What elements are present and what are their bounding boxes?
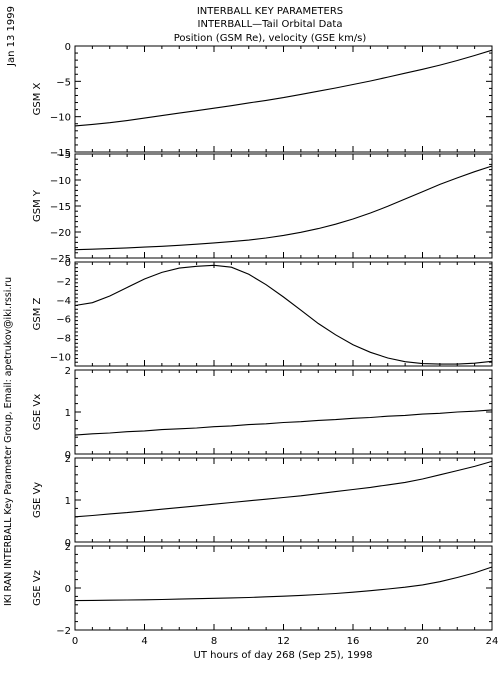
y-axis-label: GSE Vz — [32, 570, 43, 606]
panel-3: 0 −2 −4 −6 −8 −10 GSM Z — [32, 258, 493, 367]
series-line-gsm-y — [74, 165, 493, 251]
y-tick-label: −6 — [56, 315, 71, 326]
y-tick-label: 2 — [65, 454, 71, 465]
series-line-gse-vy — [74, 460, 493, 518]
chart-title-line-3: Position (GSM Re), velocity (GSE km/s) — [174, 33, 367, 44]
y-tick-label: −10 — [50, 176, 71, 187]
y-tick-label: −5 — [56, 77, 71, 88]
series-line-gsm-z — [74, 264, 493, 365]
y-tick-label: 1 — [65, 496, 71, 507]
y-tick-label: 2 — [65, 542, 71, 553]
panel-1: 0 −5 −10 −15 GSM X — [32, 42, 493, 159]
y-tick-label: −15 — [50, 202, 71, 213]
panel-6: −2 0 2 GSE Vz — [32, 542, 493, 637]
y-tick-label: −15 — [50, 148, 71, 159]
y-tick-label: −2 — [56, 277, 71, 288]
panel-2: −5 −10 −15 −20 −25 GSM Y — [32, 150, 493, 265]
y-tick-label: 0 — [65, 42, 71, 53]
y-tick-label: −2 — [56, 626, 71, 637]
panel-4: 0 1 2 GSE Vx — [32, 366, 493, 461]
y-axis-label: GSE Vx — [32, 394, 43, 430]
y-tick-label: 0 — [65, 258, 71, 269]
y-tick-label: −4 — [56, 296, 71, 307]
x-tick-label: 24 — [486, 636, 499, 647]
chart-title-line-1: INTERBALL KEY PARAMETERS — [197, 6, 343, 17]
y-axis-label: GSE Vy — [32, 482, 43, 518]
y-axis-label: GSM Y — [32, 189, 43, 222]
y-tick-label: −10 — [50, 353, 71, 364]
y-tick-label: 2 — [65, 366, 71, 377]
x-tick-label: 20 — [416, 636, 429, 647]
y-axis-label: GSM X — [32, 82, 43, 115]
series-line-gsm-x — [74, 49, 493, 127]
panel-5: 0 1 2 GSE Vy — [32, 454, 493, 549]
chart-title-line-2: INTERBALL—Tail Orbital Data — [198, 19, 343, 30]
y-tick-label: −5 — [56, 150, 71, 161]
x-tick-label: 12 — [277, 636, 290, 647]
y-tick-label: 0 — [65, 450, 71, 461]
side-credit-label: IKI RAN INTERBALL Key Parameter Group, E… — [3, 277, 14, 606]
y-tick-label: −25 — [50, 254, 71, 265]
x-tick-label: 0 — [72, 636, 78, 647]
x-tick-label: 16 — [347, 636, 360, 647]
y-tick-label: −20 — [50, 228, 71, 239]
x-tick-label: 4 — [141, 636, 147, 647]
x-tick-label: 8 — [211, 636, 217, 647]
y-axis-label: GSM Z — [32, 297, 43, 330]
y-tick-label: 0 — [65, 584, 71, 595]
y-tick-label: 0 — [65, 538, 71, 549]
y-tick-label: 1 — [65, 408, 71, 419]
y-tick-label: −10 — [50, 113, 71, 124]
x-axis-label: UT hours of day 268 (Sep 25), 1998 — [194, 650, 373, 661]
side-date-label: Jan 13 1999 — [6, 6, 17, 67]
y-tick-label: −8 — [56, 334, 71, 345]
series-line-gse-vz — [74, 566, 493, 602]
series-line-gse-vx — [74, 409, 493, 436]
